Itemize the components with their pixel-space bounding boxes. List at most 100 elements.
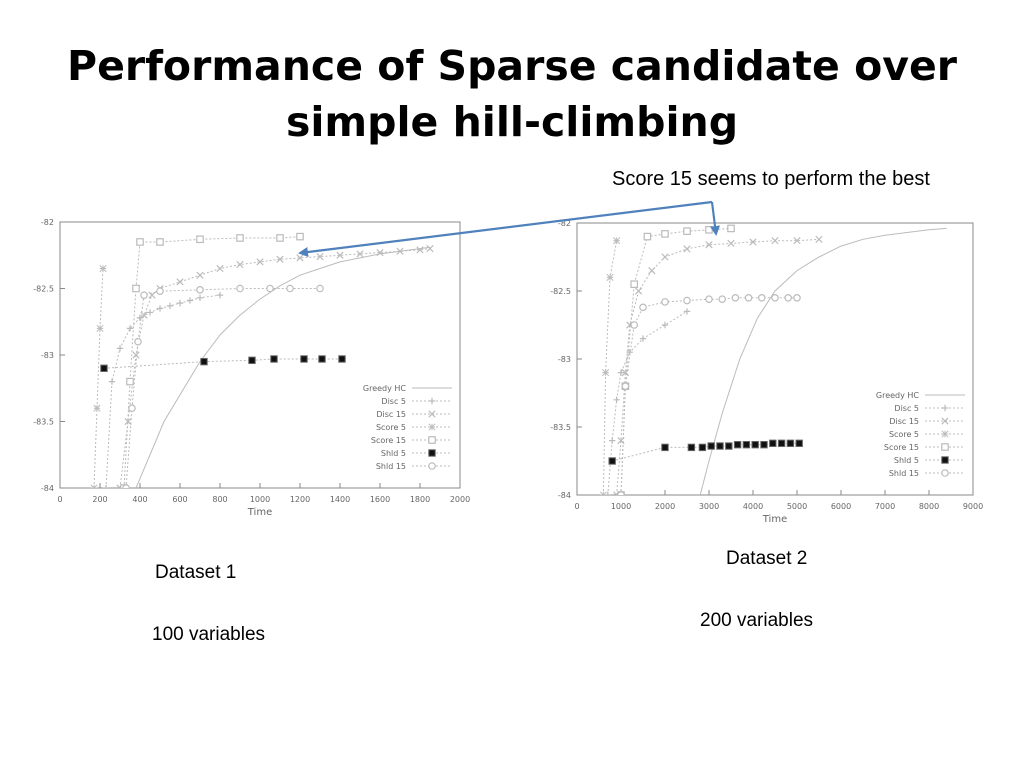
- x-tick-label: 1800: [410, 495, 430, 504]
- legend-label-disc-5: Disc 5: [894, 404, 919, 413]
- data-point-score-15: [705, 225, 713, 234]
- x-tick-label: 2000: [655, 502, 675, 511]
- series-line-score-5: [602, 240, 618, 495]
- series-disc-5: [604, 308, 691, 495]
- series-shld-5: [100, 355, 346, 373]
- y-tick-label: -83.5: [33, 418, 54, 427]
- legend-marker-score-5: [941, 430, 949, 438]
- legend-label-score-5: Score 5: [889, 430, 919, 439]
- data-point-shld-5: [795, 439, 803, 448]
- x-tick-label: 3000: [699, 502, 719, 511]
- legend-marker-shld-15: [941, 469, 949, 477]
- y-tick-label: -82: [558, 219, 571, 228]
- data-point-shld-5: [300, 355, 308, 363]
- series-score-5: [90, 264, 107, 488]
- data-point-disc-15: [793, 237, 801, 245]
- dataset-1-variables: 100 variables: [152, 624, 266, 645]
- series-disc-15: [612, 235, 823, 495]
- data-point-shld-15: [156, 287, 164, 295]
- data-point-shld-5: [248, 356, 256, 365]
- x-tick-label: 2000: [450, 495, 470, 504]
- data-point-disc-5: [613, 396, 620, 403]
- legend-label-score-5: Score 5: [376, 423, 406, 432]
- series-line-shld-15: [620, 297, 797, 495]
- data-point-disc-15: [683, 245, 691, 253]
- data-point-disc-15: [276, 255, 284, 263]
- data-point-shld-5: [733, 440, 742, 449]
- legend-marker-shld-15: [428, 462, 436, 470]
- data-point-shld-5: [725, 442, 733, 450]
- legend-label-greedy-hc: Greedy HC: [363, 384, 407, 393]
- data-point-disc-15: [749, 238, 757, 246]
- data-point-disc-5: [108, 378, 116, 385]
- data-point-shld-15: [705, 295, 713, 303]
- legend-label-score-15: Score 15: [884, 443, 919, 452]
- y-tick-label: -83: [558, 355, 571, 364]
- data-point-disc-5: [196, 294, 204, 302]
- data-point-shld-5: [769, 439, 777, 448]
- dataset-1-label: Dataset 1: [155, 562, 237, 583]
- series-score-15: [120, 232, 304, 488]
- data-point-shld-15: [617, 491, 625, 495]
- legend-label-score-15: Score 15: [371, 436, 406, 445]
- data-point-disc-5: [176, 299, 184, 307]
- data-point-score-15: [630, 280, 639, 289]
- legend-label-shld-15: Shld 15: [889, 469, 919, 478]
- legend-label-disc-5: Disc 5: [381, 397, 406, 406]
- data-point-shld-15: [286, 284, 294, 293]
- data-point-disc-5: [146, 309, 154, 316]
- data-point-shld-15: [128, 404, 136, 413]
- legend-marker-score-15: [941, 443, 949, 451]
- data-point-disc-5: [661, 321, 669, 329]
- x-tick-label: 1400: [330, 495, 350, 504]
- data-point-shld-5: [777, 439, 786, 448]
- series-line-disc-15: [119, 248, 431, 488]
- data-point-shld-15: [661, 298, 669, 306]
- data-point-disc-15: [634, 287, 643, 295]
- data-point-disc-15: [132, 351, 140, 359]
- data-point-score-15: [727, 224, 735, 233]
- data-point-score-5: [93, 404, 101, 412]
- data-point-score-15: [196, 235, 204, 244]
- data-point-disc-15: [124, 417, 132, 426]
- x-tick-label: 6000: [831, 502, 851, 511]
- data-point-score-15: [683, 227, 691, 235]
- data-point-shld-15: [639, 303, 647, 312]
- data-point-score-15: [136, 238, 144, 246]
- data-point-disc-15: [176, 278, 184, 286]
- data-point-disc-5: [216, 291, 224, 299]
- x-tick-label: 9000: [963, 502, 983, 511]
- data-point-disc-15: [648, 266, 656, 275]
- x-tick-label: 4000: [743, 502, 763, 511]
- series-line-shld-15: [125, 288, 320, 488]
- data-point-shld-15: [266, 284, 274, 293]
- data-point-disc-15: [426, 244, 434, 253]
- legend-label-shld-5: Shld 5: [894, 456, 919, 465]
- data-point-shld-15: [140, 291, 148, 299]
- legend-label-shld-5: Shld 5: [381, 449, 406, 458]
- data-point-shld-5: [270, 355, 278, 363]
- data-point-disc-15: [771, 237, 779, 245]
- data-point-disc-15: [140, 311, 148, 319]
- data-point-disc-5: [617, 369, 625, 376]
- data-point-score-5: [99, 264, 107, 273]
- data-point-disc-5: [136, 314, 144, 321]
- data-point-shld-5: [707, 442, 715, 450]
- data-point-shld-5: [608, 457, 616, 465]
- series-line-score-5: [93, 268, 104, 488]
- plot-frame: [576, 222, 974, 496]
- data-point-shld-15: [771, 294, 779, 302]
- callout-text: Score 15 seems to perform the best: [612, 168, 930, 190]
- data-point-shld-15: [793, 294, 801, 302]
- x-tick-label: 600: [172, 495, 187, 504]
- data-point-disc-15: [216, 264, 224, 273]
- data-point-shld-15: [744, 294, 753, 302]
- series-score-15: [617, 224, 735, 495]
- data-point-disc-15: [316, 252, 324, 261]
- data-point-disc-15: [256, 258, 264, 266]
- legend-marker-shld-5: [428, 449, 436, 457]
- x-tick-label: 7000: [875, 502, 895, 511]
- data-point-shld-5: [698, 443, 707, 452]
- x-tick-label: 1600: [370, 495, 390, 504]
- legend-marker-disc-5: [941, 404, 949, 412]
